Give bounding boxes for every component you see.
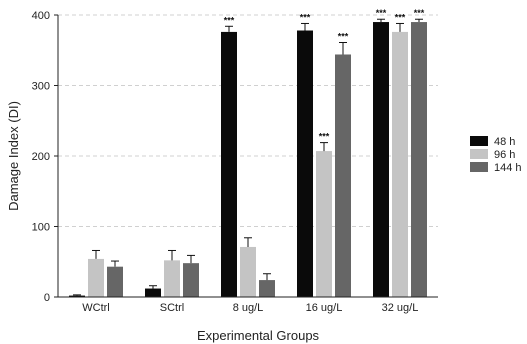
significance-label: *** (300, 12, 311, 22)
bar (145, 288, 161, 297)
bar (297, 30, 313, 297)
bar (164, 260, 180, 297)
legend-label: 48 h (494, 136, 515, 148)
bar (373, 22, 389, 298)
y-tick-label: 400 (32, 10, 50, 22)
y-tick-label: 200 (32, 151, 50, 163)
x-tick-label: 32 ug/L (382, 302, 419, 314)
significance-label: *** (338, 31, 349, 41)
significance-label: *** (319, 132, 330, 142)
significance-label: *** (395, 12, 406, 22)
bar (107, 266, 123, 297)
y-tick-labels: 0 100 200 300 400 (32, 10, 50, 304)
y-axis-title: Damage Index (DI) (6, 101, 21, 211)
bar (221, 31, 237, 297)
bar (259, 280, 275, 297)
bar (183, 263, 199, 297)
bar (335, 54, 351, 298)
x-tick-label: 16 ug/L (306, 302, 343, 314)
y-tick-label: 100 (32, 222, 50, 234)
x-tick-label: 8 ug/L (233, 302, 264, 314)
y-tick-label: 300 (32, 81, 50, 93)
legend-label: 96 h (494, 149, 515, 161)
x-tick-label: WCtrl (82, 302, 110, 314)
bars: *** *** *** *** *** *** *** (69, 8, 427, 298)
bar (69, 295, 85, 297)
x-axis-title: Experimental Groups (197, 328, 320, 343)
legend-swatch (470, 149, 488, 159)
bar (392, 31, 408, 297)
axes (54, 14, 438, 298)
y-tick-label: 0 (44, 292, 50, 304)
bar (240, 246, 256, 297)
bar (411, 22, 427, 298)
legend-label: 144 h (494, 162, 522, 174)
significance-label: *** (414, 8, 425, 18)
x-tick-label: SCtrl (160, 302, 184, 314)
legend-swatch (470, 136, 488, 146)
x-tick-labels: WCtrl SCtrl 8 ug/L 16 ug/L 32 ug/L (82, 302, 418, 314)
significance-label: *** (224, 15, 235, 25)
significance-label: *** (376, 8, 387, 18)
bar (316, 151, 332, 297)
legend-swatch (470, 162, 488, 172)
bar (88, 258, 104, 297)
